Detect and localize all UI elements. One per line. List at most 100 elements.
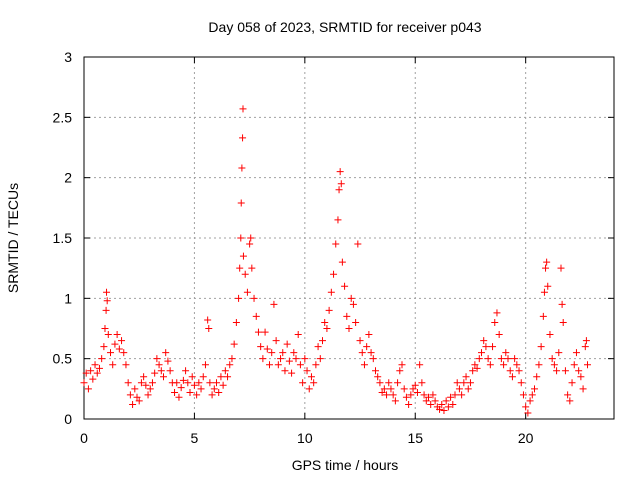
data-point bbox=[237, 234, 245, 242]
data-point bbox=[367, 349, 375, 357]
data-point bbox=[555, 349, 563, 357]
data-point bbox=[575, 367, 583, 375]
data-point bbox=[210, 385, 218, 393]
data-point bbox=[352, 318, 360, 326]
data-point bbox=[345, 325, 353, 332]
data-point bbox=[486, 361, 494, 369]
data-point bbox=[391, 397, 399, 405]
data-point bbox=[204, 316, 212, 324]
data-point bbox=[142, 381, 150, 389]
data-point bbox=[236, 264, 244, 272]
data-point bbox=[246, 240, 254, 248]
data-point bbox=[526, 397, 534, 405]
data-point bbox=[500, 361, 508, 369]
data-point bbox=[577, 373, 585, 381]
data-point bbox=[277, 355, 285, 363]
data-point bbox=[199, 373, 207, 381]
data-point bbox=[254, 328, 262, 336]
data-point bbox=[387, 385, 395, 393]
data-point bbox=[478, 349, 485, 357]
data-point bbox=[208, 391, 216, 399]
data-point bbox=[451, 391, 459, 399]
x-tick-label: 15 bbox=[407, 430, 423, 446]
data-point bbox=[179, 376, 187, 384]
data-point bbox=[524, 409, 532, 417]
data-point bbox=[305, 385, 313, 393]
data-point bbox=[570, 361, 578, 369]
data-point bbox=[436, 405, 444, 413]
data-point bbox=[232, 318, 240, 326]
data-point bbox=[449, 401, 457, 409]
data-point bbox=[380, 385, 388, 393]
data-point bbox=[268, 349, 276, 357]
chart-title: Day 058 of 2023, SRMTID for receiver p04… bbox=[208, 19, 481, 35]
y-tick-label: 2 bbox=[64, 170, 72, 186]
data-point bbox=[279, 349, 287, 357]
data-point bbox=[413, 388, 421, 396]
data-point bbox=[270, 300, 278, 308]
data-point bbox=[360, 361, 368, 369]
data-point bbox=[155, 361, 163, 369]
data-point bbox=[341, 282, 349, 290]
data-point bbox=[511, 355, 519, 363]
data-point bbox=[396, 367, 404, 375]
data-point bbox=[535, 361, 543, 369]
data-point bbox=[506, 367, 514, 375]
data-point bbox=[497, 355, 505, 363]
data-point bbox=[466, 379, 474, 387]
data-point bbox=[442, 397, 450, 405]
data-point bbox=[188, 373, 196, 381]
data-point bbox=[471, 361, 479, 369]
data-point bbox=[336, 168, 344, 176]
data-point bbox=[307, 373, 315, 381]
data-point bbox=[581, 343, 589, 351]
data-point bbox=[87, 367, 95, 375]
data-point bbox=[543, 258, 551, 266]
data-point bbox=[257, 343, 265, 351]
x-tick-label: 0 bbox=[80, 430, 88, 446]
data-point bbox=[166, 367, 174, 375]
data-point bbox=[135, 397, 143, 405]
data-point bbox=[237, 199, 245, 207]
data-point bbox=[186, 388, 194, 396]
data-point bbox=[201, 361, 209, 369]
data-point bbox=[418, 379, 426, 387]
data-point bbox=[285, 357, 293, 365]
data-point bbox=[376, 379, 384, 387]
data-point bbox=[292, 355, 300, 363]
data-point bbox=[102, 306, 110, 314]
data-point bbox=[559, 318, 567, 326]
data-point bbox=[438, 401, 446, 409]
data-point bbox=[193, 391, 201, 399]
data-point bbox=[385, 379, 393, 387]
data-point bbox=[539, 312, 547, 320]
data-point bbox=[330, 270, 338, 278]
data-point bbox=[303, 367, 311, 375]
data-point bbox=[484, 355, 492, 363]
data-point bbox=[153, 355, 161, 363]
data-point bbox=[480, 337, 488, 345]
data-point bbox=[314, 343, 322, 351]
data-point bbox=[122, 361, 130, 369]
data-point bbox=[389, 391, 397, 399]
data-point bbox=[111, 340, 119, 348]
data-point bbox=[508, 373, 516, 381]
x-tick-label: 10 bbox=[297, 430, 313, 446]
data-point bbox=[144, 391, 152, 399]
data-point bbox=[354, 240, 362, 248]
data-point bbox=[247, 234, 255, 242]
data-point bbox=[160, 373, 167, 381]
data-point bbox=[405, 401, 413, 409]
data-point bbox=[310, 379, 318, 387]
data-point bbox=[171, 388, 179, 396]
data-point bbox=[515, 367, 523, 375]
y-tick-label: 1.5 bbox=[53, 230, 73, 246]
data-point bbox=[542, 264, 550, 272]
data-point bbox=[133, 393, 141, 401]
data-point bbox=[378, 388, 386, 396]
data-point bbox=[266, 361, 273, 369]
data-point bbox=[338, 258, 346, 266]
data-point bbox=[548, 355, 556, 363]
